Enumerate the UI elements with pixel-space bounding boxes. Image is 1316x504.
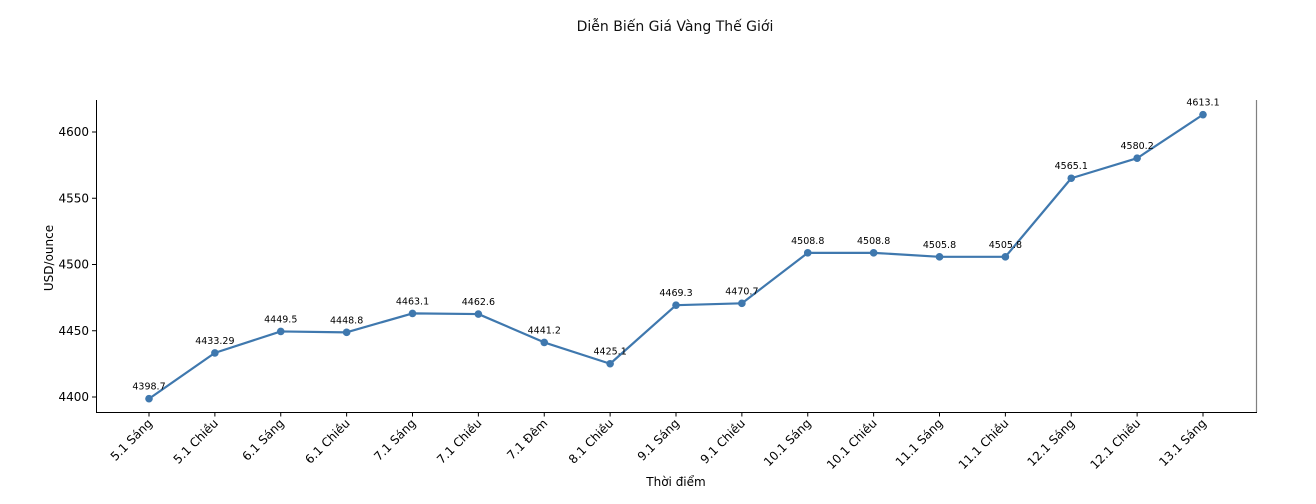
data-point: [540, 338, 549, 347]
data-point: [803, 249, 812, 257]
data-point: [935, 253, 944, 261]
data-point: [1067, 174, 1076, 183]
data-value-label: 4449.5: [264, 314, 297, 325]
data-value-label: 4508.8: [791, 236, 824, 247]
chart-title: Diễn Biến Giá Vàng Thế Giới: [577, 18, 774, 35]
data-point: [276, 327, 285, 336]
x-tick-label: 11.1 Sáng: [893, 416, 946, 469]
data-point: [408, 309, 417, 318]
data-point: [145, 394, 153, 403]
y-axis: 4400 4450 4500 4550 4600: [58, 125, 96, 404]
data-value-label: 4462.6: [462, 297, 495, 308]
data-point: [1133, 154, 1141, 163]
data-point: [672, 301, 680, 309]
data-value-label: 4580.2: [1121, 141, 1154, 152]
y-tick-label: 4550: [58, 191, 89, 205]
data-point: [1001, 253, 1010, 261]
x-tick-label: 10.1 Chiều: [824, 416, 880, 472]
x-tick-label: 7.1 Sáng: [371, 416, 418, 463]
data-value-label: 4613.1: [1186, 98, 1219, 109]
x-tick-label: 5.1 Chiều: [171, 416, 221, 466]
data-value-label: 4508.8: [857, 236, 890, 247]
x-axis: 5.1 Sáng 5.1 Chiều 6.1 Sáng 6.1 Chiều 7.1 Sá…: [108, 412, 1209, 472]
y-tick-label: 4450: [58, 324, 89, 338]
data-labels: 4398.7 4433.29 4449.5 4448.8 4463.1 4462.6 444…: [132, 98, 1219, 393]
x-tick-label: 5.1 Sáng: [108, 416, 155, 463]
x-tick-label: 6.1 Chiều: [302, 416, 352, 466]
x-tick-label: 10.1 Sáng: [761, 416, 814, 469]
y-axis-label: USD/ounce: [42, 225, 56, 291]
x-axis-label: Thời điểm: [645, 475, 705, 489]
data-value-label: 4441.2: [528, 325, 561, 336]
data-point: [869, 249, 878, 257]
y-tick-label: 4500: [58, 258, 89, 272]
data-value-label: 4433.29: [195, 336, 234, 347]
data-value-label: 4470.7: [725, 286, 758, 297]
x-tick-label: 6.1 Sáng: [239, 416, 286, 463]
y-tick-label: 4600: [58, 125, 89, 139]
data-value-label: 4425.1: [594, 347, 627, 358]
data-point: [474, 310, 483, 318]
data-point: [342, 328, 351, 337]
y-tick-label: 4400: [58, 390, 89, 404]
x-tick-label: 9.1 Sáng: [635, 416, 682, 463]
price-line: [148, 113, 1204, 400]
data-value-label: 4469.3: [659, 288, 692, 299]
x-tick-label: 7.1 Đêm: [504, 416, 550, 462]
data-point: [738, 299, 746, 308]
x-tick-label: 12.1 Sáng: [1025, 416, 1078, 469]
x-tick-label: 12.1 Chiều: [1087, 416, 1143, 472]
data-value-label: 4398.7: [132, 382, 165, 393]
data-value-label: 4505.8: [989, 240, 1022, 251]
x-tick-label: 13.1 Sáng: [1156, 416, 1209, 469]
data-value-label: 4448.8: [330, 315, 363, 326]
x-tick-label: 7.1 Chiều: [434, 416, 484, 466]
data-value-label: 4463.1: [396, 296, 429, 307]
x-tick-label: 11.1 Chiều: [956, 416, 1012, 472]
data-point: [606, 359, 614, 368]
x-tick-label: 9.1 Chiều: [698, 416, 748, 466]
data-markers: [145, 110, 1207, 403]
data-value-label: 4565.1: [1055, 161, 1088, 172]
data-point: [211, 349, 219, 357]
x-tick-label: 8.1 Chiều: [566, 416, 616, 466]
data-value-label: 4505.8: [923, 240, 956, 251]
data-point: [1199, 110, 1207, 119]
